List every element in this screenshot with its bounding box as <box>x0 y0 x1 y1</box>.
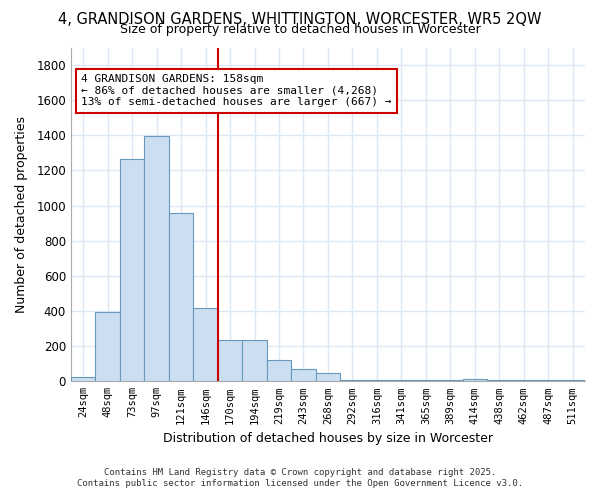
Bar <box>71 377 95 382</box>
X-axis label: Distribution of detached houses by size in Worcester: Distribution of detached houses by size … <box>163 432 493 445</box>
Bar <box>512 380 536 382</box>
Bar <box>365 380 389 382</box>
Bar <box>389 380 413 382</box>
Text: 4, GRANDISON GARDENS, WHITTINGTON, WORCESTER, WR5 2QW: 4, GRANDISON GARDENS, WHITTINGTON, WORCE… <box>58 12 542 28</box>
Bar <box>340 380 365 382</box>
Bar <box>218 340 242 382</box>
Bar <box>536 380 560 382</box>
Bar <box>120 159 145 382</box>
Bar <box>267 360 291 382</box>
Bar <box>242 340 267 382</box>
Bar <box>463 378 487 382</box>
Bar <box>291 369 316 382</box>
Bar <box>145 136 169 382</box>
Bar <box>438 380 463 382</box>
Text: 4 GRANDISON GARDENS: 158sqm
← 86% of detached houses are smaller (4,268)
13% of : 4 GRANDISON GARDENS: 158sqm ← 86% of det… <box>81 74 392 108</box>
Bar <box>413 380 438 382</box>
Bar <box>169 212 193 382</box>
Y-axis label: Number of detached properties: Number of detached properties <box>15 116 28 313</box>
Text: Size of property relative to detached houses in Worcester: Size of property relative to detached ho… <box>119 22 481 36</box>
Bar <box>560 380 585 382</box>
Bar <box>487 380 512 382</box>
Bar <box>316 374 340 382</box>
Text: Contains HM Land Registry data © Crown copyright and database right 2025.
Contai: Contains HM Land Registry data © Crown c… <box>77 468 523 487</box>
Bar <box>193 308 218 382</box>
Bar <box>95 312 120 382</box>
